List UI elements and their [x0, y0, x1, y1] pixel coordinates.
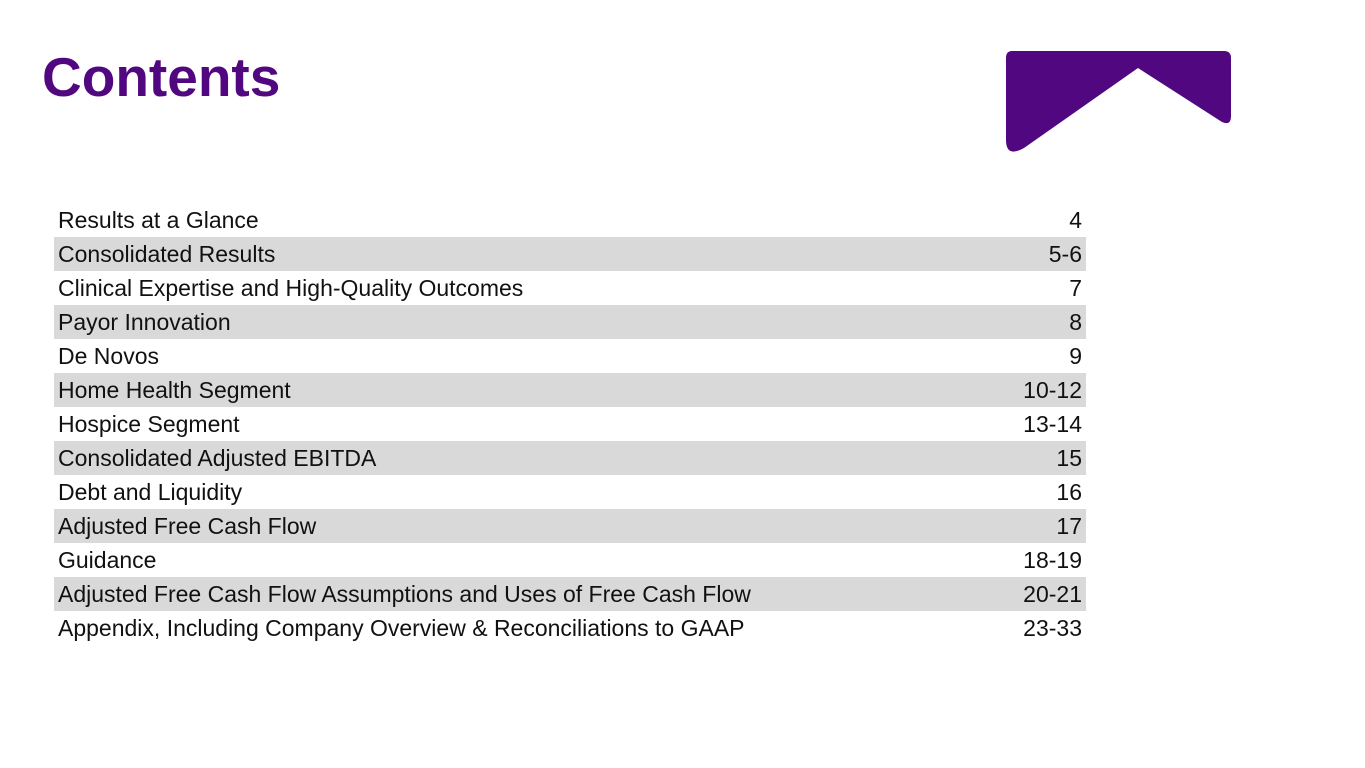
toc-pages: 13-14 — [1023, 410, 1082, 437]
toc-row[interactable]: Payor Innovation 8 — [54, 305, 1086, 339]
toc-pages: 17 — [1056, 512, 1082, 539]
toc-row[interactable]: Adjusted Free Cash Flow Assumptions and … — [54, 577, 1086, 611]
toc-label: Consolidated Adjusted EBITDA — [58, 444, 377, 471]
toc-row[interactable]: Guidance 18-19 — [54, 543, 1086, 577]
toc-row[interactable]: Results at a Glance 4 — [54, 203, 1086, 237]
toc-label: Hospice Segment — [58, 410, 240, 437]
table-of-contents: Results at a Glance 4 Consolidated Results… — [54, 203, 1086, 645]
toc-row[interactable]: De Novos 9 — [54, 339, 1086, 373]
toc-pages: 10-12 — [1023, 376, 1082, 403]
toc-label: Consolidated Results — [58, 240, 276, 267]
page-title: Contents — [42, 46, 281, 108]
toc-row[interactable]: Hospice Segment 13-14 — [54, 407, 1086, 441]
toc-pages: 20-21 — [1023, 580, 1082, 607]
toc-pages: 18-19 — [1023, 546, 1082, 573]
toc-label: Debt and Liquidity — [58, 478, 243, 505]
toc-label: Clinical Expertise and High-Quality Outc… — [58, 274, 524, 301]
toc-pages: 16 — [1056, 478, 1082, 505]
toc-label: Payor Innovation — [58, 308, 231, 335]
toc-pages: 7 — [1069, 274, 1082, 301]
toc-pages: 8 — [1069, 308, 1082, 335]
roof-chevron-logo-icon — [1006, 51, 1231, 152]
toc-label: Home Health Segment — [58, 376, 291, 403]
toc-row[interactable]: Clinical Expertise and High-Quality Outc… — [54, 271, 1086, 305]
toc-label: Results at a Glance — [58, 206, 259, 233]
toc-row[interactable]: Consolidated Adjusted EBITDA 15 — [54, 441, 1086, 475]
toc-row[interactable]: Home Health Segment 10-12 — [54, 373, 1086, 407]
toc-row[interactable]: Consolidated Results 5-6 — [54, 237, 1086, 271]
toc-label: Adjusted Free Cash Flow — [58, 512, 317, 539]
toc-pages: 15 — [1056, 444, 1082, 471]
toc-pages: 5-6 — [1048, 240, 1082, 267]
toc-pages: 9 — [1069, 342, 1082, 369]
toc-pages: 23-33 — [1023, 614, 1082, 641]
toc-label: Appendix, Including Company Overview & R… — [58, 614, 745, 641]
toc-label: Guidance — [58, 546, 157, 573]
toc-row[interactable]: Adjusted Free Cash Flow 17 — [54, 509, 1086, 543]
toc-pages: 4 — [1069, 206, 1082, 233]
toc-label: De Novos — [58, 342, 159, 369]
toc-row[interactable]: Debt and Liquidity 16 — [54, 475, 1086, 509]
toc-label: Adjusted Free Cash Flow Assumptions and … — [58, 580, 751, 607]
toc-row[interactable]: Appendix, Including Company Overview & R… — [54, 611, 1086, 645]
